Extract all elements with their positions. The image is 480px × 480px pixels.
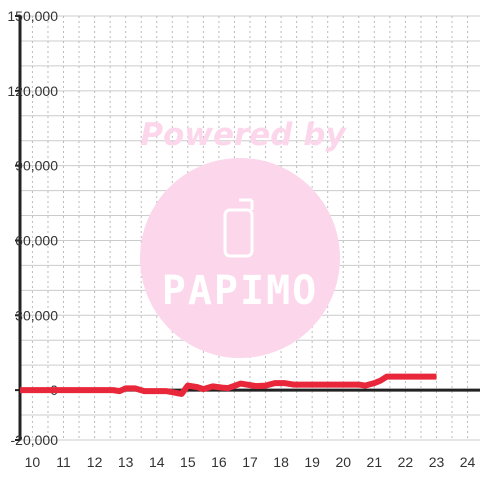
phone-icon	[223, 198, 254, 258]
x-tick-label: 18	[273, 454, 289, 470]
x-tick-label: 12	[87, 454, 103, 470]
watermark-logo-text: PAPIMO	[162, 268, 319, 314]
y-tick-label: 90,000	[15, 158, 58, 174]
x-tick-label: 22	[398, 454, 414, 470]
y-tick-label: -20,000	[11, 432, 59, 448]
y-tick-label: 120,000	[7, 83, 58, 99]
x-tick-label: 24	[460, 454, 476, 470]
x-tick-label: 14	[149, 454, 165, 470]
watermark-powered-text: Powered by	[140, 117, 347, 153]
y-tick-label: 60,000	[15, 232, 58, 248]
x-tick-label: 16	[211, 454, 227, 470]
watermark-circle	[140, 158, 340, 358]
x-tick-label: 21	[367, 454, 383, 470]
y-tick-label: 150,000	[7, 8, 58, 24]
x-tick-label: 10	[25, 454, 41, 470]
x-tick-label: 11	[56, 454, 71, 470]
series-group	[20, 373, 437, 397]
tick-labels: -20,000030,00060,00090,000120,000150,000…	[7, 8, 475, 470]
x-tick-label: 13	[118, 454, 134, 470]
x-tick-label: 20	[335, 454, 351, 470]
series-line	[20, 373, 437, 397]
y-tick-label: 30,000	[15, 307, 58, 323]
watermark: Powered by PAPIMO	[140, 117, 347, 358]
x-tick-label: 19	[304, 454, 320, 470]
x-tick-label: 23	[429, 454, 445, 470]
x-tick-label: 15	[180, 454, 196, 470]
x-tick-label: 17	[242, 454, 258, 470]
